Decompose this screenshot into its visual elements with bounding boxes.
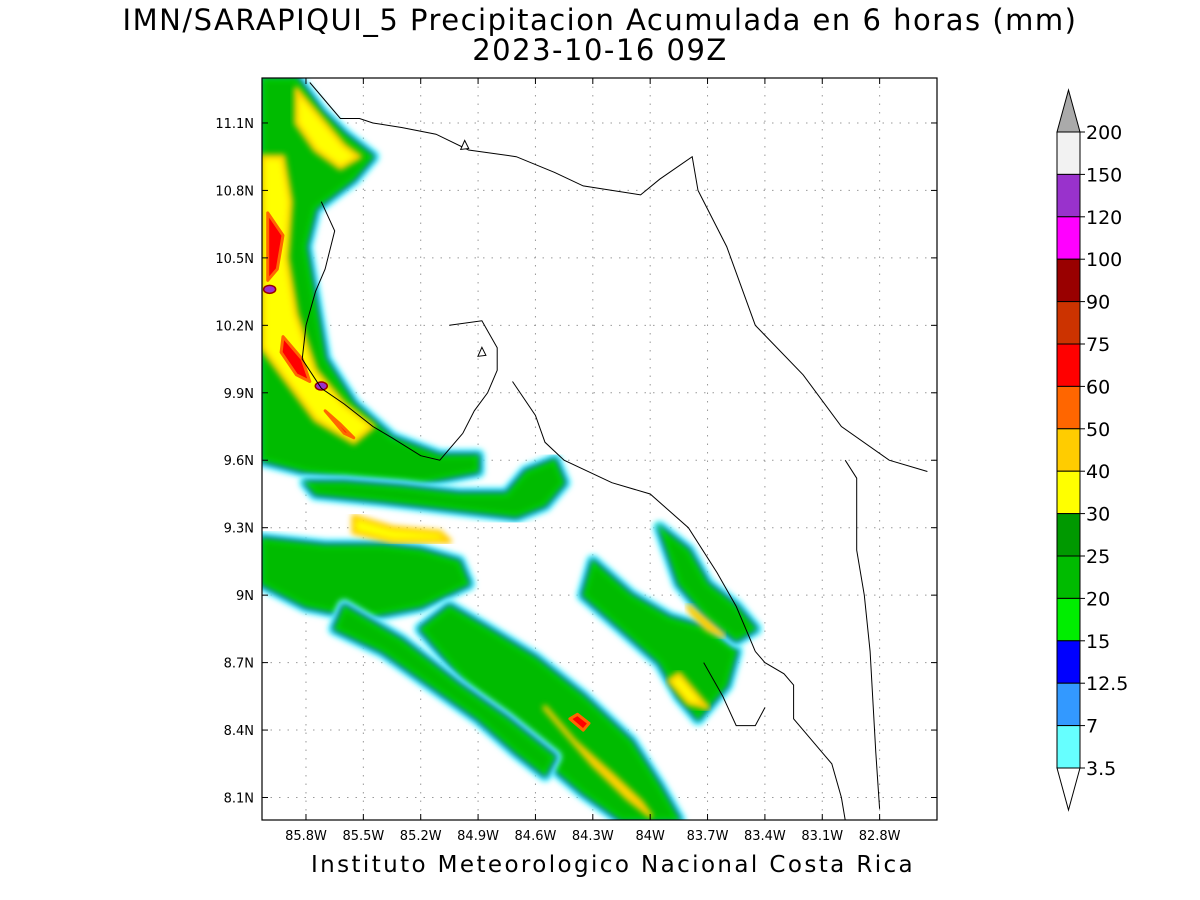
coastlines xyxy=(301,82,928,820)
tick-label-lat: 10.8N xyxy=(215,184,254,199)
colorbar-label: 100 xyxy=(1086,249,1122,271)
colorbar-swatch xyxy=(1056,301,1081,345)
coastline-segment xyxy=(844,459,881,809)
tick-label-lat: 8.1N xyxy=(224,792,254,807)
tick-label-lat: 11.1N xyxy=(215,117,254,132)
colorbar-swatch xyxy=(1056,597,1081,642)
colorbar-label: 60 xyxy=(1086,376,1110,398)
coastline-segment xyxy=(703,662,766,727)
colorbar-swatch xyxy=(1056,513,1081,557)
colorbar-swatch xyxy=(1056,216,1081,260)
precip-hotspot xyxy=(279,335,312,383)
footer-institution: Instituto Meteorologico Nacional Costa R… xyxy=(310,852,916,878)
colorbar-label: 25 xyxy=(1086,546,1110,568)
latitude-axis: 8.1N 8.4N 8.7N 9N 9.3N 9.6N 9.9N 10.2N 10.5N 10.8… xyxy=(215,117,937,807)
tick-label-lon: 83.1W xyxy=(801,829,843,844)
precip-area-20 xyxy=(332,604,557,778)
colorbar-swatch xyxy=(1056,428,1081,472)
precip-core-heavy xyxy=(685,603,726,639)
tick-label-lat: 10.2N xyxy=(215,319,254,334)
colorbar-swatch xyxy=(1056,640,1081,684)
colorbar-label: 90 xyxy=(1086,292,1110,314)
colorbar-legend: 200 150 120 100 90 75 60 50 40 30 25 20 15 12.5 7 3.5 xyxy=(1056,88,1128,812)
tick-label-lat: 8.7N xyxy=(224,657,254,672)
coastline-segment xyxy=(697,190,928,472)
tick-label-lat: 9.3N xyxy=(224,522,254,537)
precip-core-heavy xyxy=(666,671,710,711)
precip-core-heavy xyxy=(293,86,362,171)
precip-hotspot xyxy=(323,409,356,440)
coastline-segment xyxy=(309,82,699,196)
precipitation-field xyxy=(262,78,763,820)
precip-peak xyxy=(262,284,277,295)
tick-label-lon: 85.5W xyxy=(342,829,384,844)
colorbar-label: 75 xyxy=(1086,334,1110,356)
precip-area-20 xyxy=(581,558,738,722)
island-outline xyxy=(477,346,487,357)
map-title: IMN/SARAPIQUI_5 Precipitacion Acumulada … xyxy=(122,3,1078,37)
colorbar-top-arrow xyxy=(1056,88,1081,133)
tick-label-lon: 84W xyxy=(635,829,665,844)
tick-label-lat: 9.9N xyxy=(224,387,254,402)
tick-label-lon: 83.7W xyxy=(687,829,729,844)
coastline-segment xyxy=(301,201,464,461)
colorbar-label: 120 xyxy=(1086,207,1122,229)
tick-label-lat: 10.5N xyxy=(215,252,254,267)
longitude-axis: 85.8W 85.5W 85.2W 84.9W 84.6W 84.3W 84W 83.7W 83… xyxy=(285,78,901,844)
colorbar-label: 7 xyxy=(1086,716,1098,738)
coastline-segment xyxy=(512,381,756,652)
colorbar-label: 12.5 xyxy=(1086,673,1128,695)
coastline-segment xyxy=(754,651,846,820)
tick-label-lon: 85.2W xyxy=(400,829,442,844)
coastline-segment xyxy=(449,320,498,434)
tick-label-lon: 84.9W xyxy=(457,829,499,844)
colorbar-swatch xyxy=(1056,385,1081,430)
tick-label-lat: 9N xyxy=(236,589,254,604)
colorbar-label: 30 xyxy=(1086,504,1110,526)
tick-label-lat: 9.6N xyxy=(224,454,254,469)
colorbar-swatch xyxy=(1056,258,1081,303)
colorbar-swatch xyxy=(1056,725,1081,769)
colorbar-swatch xyxy=(1056,682,1081,727)
tick-label-lon: 84.3W xyxy=(572,829,614,844)
tick-label-lon: 84.6W xyxy=(515,829,557,844)
tick-label-lon: 85.8W xyxy=(285,829,327,844)
precip-hotspot xyxy=(568,712,591,732)
island-outline xyxy=(459,139,470,151)
precip-core-heavy xyxy=(351,514,452,544)
colorbar-swatch xyxy=(1056,470,1081,515)
colorbar-bottom-arrow xyxy=(1056,767,1081,812)
colorbar-swatch xyxy=(1056,555,1081,599)
precip-area-20 xyxy=(302,458,566,519)
precip-area-20 xyxy=(656,523,758,642)
colorbar-swatch xyxy=(1056,173,1081,218)
map-frame xyxy=(261,77,938,821)
tick-label-lon: 83.4W xyxy=(744,829,786,844)
tick-label-lat: 8.4N xyxy=(224,724,254,739)
colorbar-label: 150 xyxy=(1086,164,1122,186)
colorbar-label: 15 xyxy=(1086,631,1110,653)
colorbar-label: 40 xyxy=(1086,461,1110,483)
colorbar-label: 200 xyxy=(1086,122,1122,144)
colorbar-label: 20 xyxy=(1086,588,1110,610)
precip-area-20 xyxy=(262,537,471,620)
map-subtitle-time: 2023-10-16 09Z xyxy=(472,33,728,67)
map-gridlines xyxy=(262,78,937,820)
colorbar-swatch xyxy=(1056,131,1081,175)
colorbar-swatch xyxy=(1056,343,1081,387)
tick-label-lon: 82.8W xyxy=(859,829,901,844)
colorbar-label: 50 xyxy=(1086,419,1110,441)
colorbar-label: 3.5 xyxy=(1086,758,1116,780)
